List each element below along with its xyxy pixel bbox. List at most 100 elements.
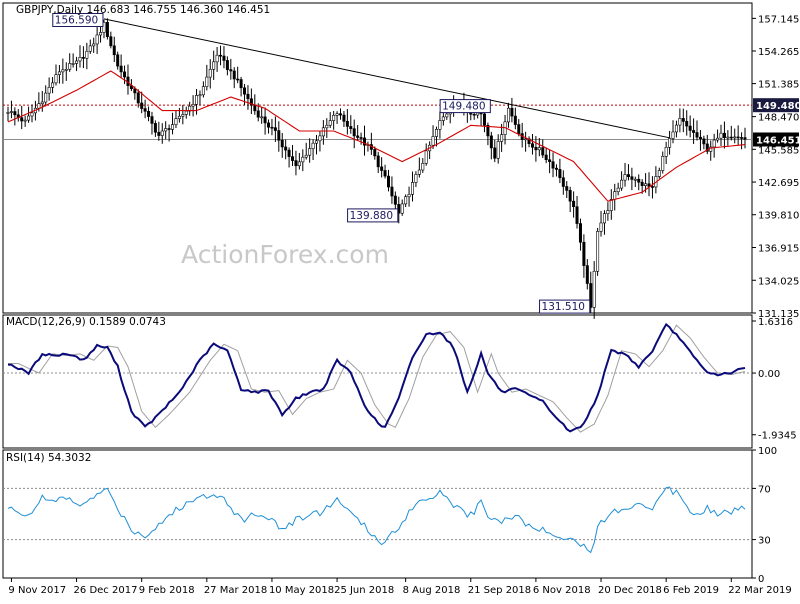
candle-body [668, 138, 672, 148]
price-tick-label: 148.470 [758, 113, 799, 124]
candle-body [332, 114, 336, 121]
candle-body [71, 63, 75, 65]
candle-body [551, 161, 555, 169]
candle-body [681, 118, 685, 122]
x-tick-label: 8 Aug 2018 [403, 585, 461, 596]
candle-body [434, 128, 438, 137]
candle-body [267, 122, 271, 128]
candle-body [37, 103, 41, 109]
candle-body [123, 71, 127, 78]
candle-body [716, 137, 720, 141]
macd-line [7, 322, 746, 433]
candle-body [95, 34, 99, 45]
candle-body [328, 120, 332, 126]
candle-body [342, 114, 346, 122]
candle-body [438, 120, 442, 130]
candle-body [417, 169, 421, 175]
candle-body [606, 210, 610, 214]
candle-body [421, 163, 425, 171]
candle-body [311, 142, 315, 149]
price-chart-title: GBPJPY,Daily 146.683 146.755 146.360 146… [16, 4, 270, 16]
candle-body [613, 191, 617, 200]
price-value-tag-label: 146.451 [756, 135, 800, 146]
x-tick-label: 10 May 2018 [269, 585, 334, 596]
price-tick-label: 151.385 [758, 80, 799, 91]
candle-body [712, 139, 716, 148]
candle-body [164, 128, 168, 132]
candle-body [695, 132, 699, 138]
candle-body [489, 135, 493, 149]
x-tick-label: 6 Nov 2018 [533, 585, 591, 596]
candle-body [304, 154, 308, 158]
price-annotation-label: 131.510 [542, 301, 585, 313]
candle-body [565, 186, 569, 191]
candle-body [177, 115, 181, 119]
candle-body [270, 126, 274, 129]
rsi-tick-label: 100 [758, 446, 777, 457]
candle-body [239, 79, 243, 89]
candle-body [205, 76, 209, 87]
candle-body [47, 87, 51, 94]
candle-body [431, 136, 435, 146]
rsi-pane-frame [2, 449, 753, 579]
candle-body [496, 141, 500, 159]
candle-body [650, 186, 654, 188]
macd-title: MACD(12,26,9) 0.1589 0.0743 [6, 316, 166, 328]
candle-body [174, 118, 178, 125]
macd-pane-frame [2, 314, 753, 449]
candle-body [136, 92, 140, 104]
candle-body [297, 161, 301, 167]
candle-body [195, 95, 199, 105]
moving-average-line [7, 70, 746, 202]
candle-body [301, 156, 305, 163]
candle-body [729, 136, 733, 139]
price-annotation-box [52, 12, 104, 27]
candle-body [150, 116, 154, 124]
candle-body [630, 176, 634, 180]
candle-body [482, 113, 486, 126]
candle-body [572, 200, 576, 208]
candle-body [390, 186, 394, 197]
candle-body [472, 113, 476, 116]
price-annotation-label: 156.590 [55, 14, 98, 26]
candle-body [325, 124, 329, 129]
candle-body [273, 127, 277, 131]
candle-body [661, 156, 665, 171]
candle-body [181, 114, 185, 117]
candle-body [215, 54, 219, 63]
candle-body [640, 181, 644, 186]
candle-body [592, 270, 596, 308]
candle-body [153, 123, 157, 133]
downtrend-line [103, 18, 670, 139]
candle-body [414, 174, 418, 183]
candle-body [359, 137, 363, 139]
candle-body [318, 135, 322, 142]
candle-body [249, 98, 253, 106]
candle-body [596, 231, 600, 272]
candle-body [260, 116, 264, 119]
candle-body [27, 115, 31, 121]
price-tick-label: 131.135 [758, 309, 799, 320]
candle-body [92, 43, 96, 47]
candle-body [212, 61, 216, 70]
candle-body [280, 139, 284, 148]
candle-body [345, 120, 349, 127]
candle-body [544, 154, 548, 161]
candle-body [386, 175, 390, 188]
candle-body [256, 110, 260, 118]
price-annotation-box [539, 299, 591, 314]
candle-body [510, 107, 514, 117]
candle-body [674, 124, 678, 133]
candle-body [315, 140, 319, 144]
candle-body [61, 69, 65, 73]
candle-body [692, 130, 696, 133]
candle-body [589, 283, 593, 308]
candle-body [157, 131, 161, 136]
candle-body [736, 136, 740, 139]
candle-body [424, 150, 428, 164]
candle-body [75, 60, 79, 64]
price-tick-label: 145.585 [758, 145, 799, 156]
candle-body [198, 94, 202, 97]
